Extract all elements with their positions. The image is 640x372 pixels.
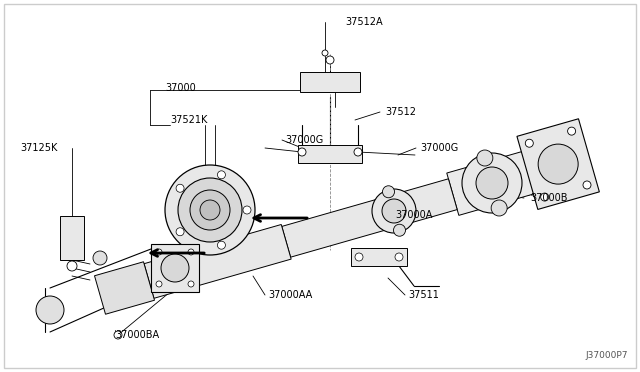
Circle shape <box>538 144 578 184</box>
Circle shape <box>568 127 575 135</box>
Text: 37511: 37511 <box>408 290 439 300</box>
Circle shape <box>395 253 403 261</box>
Polygon shape <box>282 179 457 257</box>
Circle shape <box>383 186 394 198</box>
Circle shape <box>156 249 162 255</box>
Polygon shape <box>151 244 199 292</box>
Circle shape <box>176 184 184 192</box>
Circle shape <box>161 254 189 282</box>
Circle shape <box>67 261 77 271</box>
Circle shape <box>200 200 220 220</box>
Circle shape <box>188 281 194 287</box>
Text: 37125K: 37125K <box>20 143 58 153</box>
Circle shape <box>382 199 406 223</box>
Text: 37000B: 37000B <box>530 193 568 203</box>
Bar <box>298 145 362 163</box>
Text: 37000G: 37000G <box>420 143 458 153</box>
Text: 37000AA: 37000AA <box>268 290 312 300</box>
Circle shape <box>114 331 122 339</box>
Bar <box>351 248 407 266</box>
Circle shape <box>93 251 107 265</box>
Bar <box>60 216 84 260</box>
Polygon shape <box>517 119 599 209</box>
Circle shape <box>491 200 507 216</box>
Circle shape <box>243 206 251 214</box>
Circle shape <box>178 178 242 242</box>
Circle shape <box>462 153 522 213</box>
Circle shape <box>156 281 162 287</box>
Circle shape <box>476 167 508 199</box>
Text: J37000P7: J37000P7 <box>586 351 628 360</box>
Circle shape <box>322 50 328 56</box>
Circle shape <box>36 296 64 324</box>
Polygon shape <box>447 137 586 215</box>
Circle shape <box>354 148 362 156</box>
Circle shape <box>372 189 416 233</box>
Circle shape <box>394 224 406 236</box>
Circle shape <box>583 181 591 189</box>
Text: 37000G: 37000G <box>285 135 323 145</box>
Circle shape <box>218 171 225 179</box>
Circle shape <box>188 249 194 255</box>
Text: 37000: 37000 <box>165 83 196 93</box>
Bar <box>300 72 360 92</box>
Circle shape <box>218 241 225 249</box>
Text: 37512A: 37512A <box>345 17 383 27</box>
Circle shape <box>298 148 306 156</box>
Circle shape <box>541 193 548 201</box>
Circle shape <box>165 165 255 255</box>
Text: 37512: 37512 <box>385 107 416 117</box>
Circle shape <box>355 253 363 261</box>
Text: 37000BA: 37000BA <box>115 330 159 340</box>
Polygon shape <box>95 262 154 314</box>
Circle shape <box>326 56 334 64</box>
Text: 37000A: 37000A <box>395 210 433 220</box>
Circle shape <box>525 139 533 147</box>
Text: 37521K: 37521K <box>170 115 207 125</box>
Circle shape <box>176 228 184 236</box>
Circle shape <box>477 150 493 166</box>
Circle shape <box>190 190 230 230</box>
Polygon shape <box>144 224 291 298</box>
